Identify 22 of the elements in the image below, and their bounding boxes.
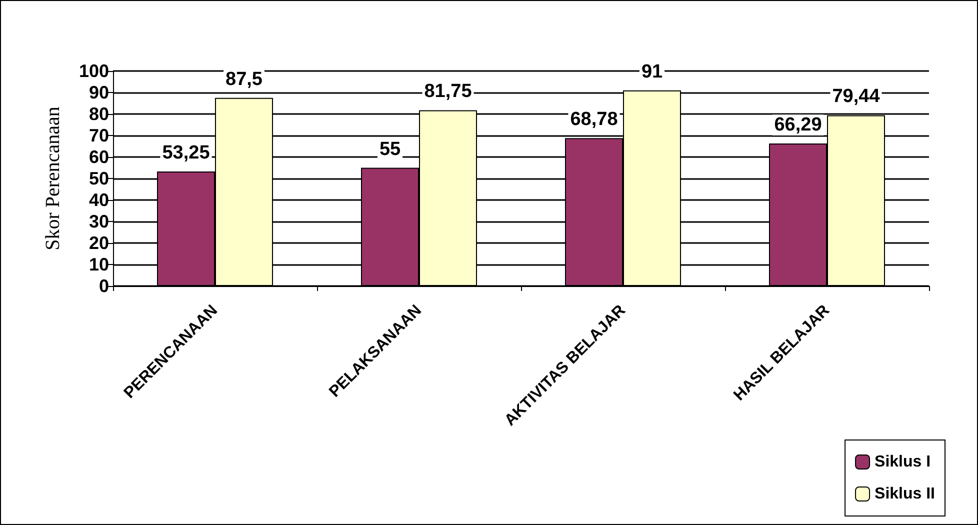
data-label: 79,44 xyxy=(832,86,880,108)
y-tick-label: 40 xyxy=(88,190,109,210)
y-tick-label: 30 xyxy=(88,212,109,232)
data-label: 81,75 xyxy=(424,81,472,102)
legend-label: Siklus II xyxy=(874,486,935,502)
y-tick-label: 70 xyxy=(88,126,109,146)
y-tick-label: 10 xyxy=(88,254,109,274)
y-tick-label: 20 xyxy=(88,233,109,253)
y-tick-label: 80 xyxy=(88,104,109,124)
data-label: 87,5 xyxy=(226,68,263,90)
y-tick-label: 0 xyxy=(98,276,109,296)
data-label: 91 xyxy=(641,61,663,82)
data-label: 66,29 xyxy=(774,114,822,136)
legend-label: Siklus I xyxy=(874,454,931,470)
data-label: 68,78 xyxy=(570,109,618,130)
y-tick-label: 50 xyxy=(88,168,109,188)
y-tick-label: 60 xyxy=(88,147,109,167)
data-label: 53,25 xyxy=(162,142,210,164)
y-tick-label: 100 xyxy=(78,61,109,81)
y-tick-label: 90 xyxy=(88,82,109,102)
data-label: 55 xyxy=(379,138,401,160)
y-axis-title: Skor Perencanaan xyxy=(42,106,64,250)
